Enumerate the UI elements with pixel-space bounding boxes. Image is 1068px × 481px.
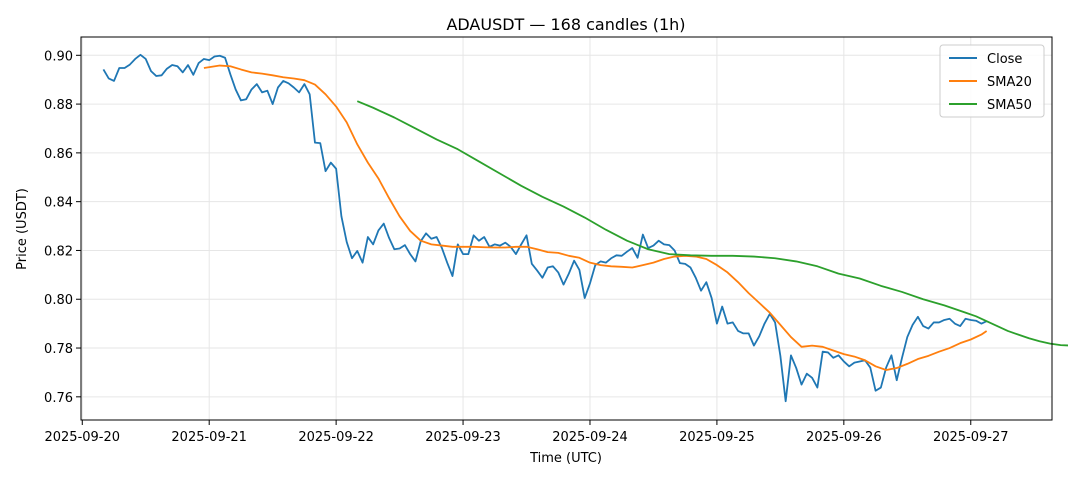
y-tick-label: 0.88 [44, 98, 73, 113]
series-line-close [102, 53, 988, 403]
chart-title: ADAUSDT — 168 candles (1h) [446, 15, 685, 34]
legend-label-sma50: SMA50 [987, 98, 1032, 113]
x-tick-label: 2025-09-25 [679, 430, 755, 445]
y-axis-label: Price (USDT) [15, 188, 30, 270]
series-lines [102, 53, 1068, 403]
x-tick-label: 2025-09-22 [298, 430, 374, 445]
y-tick-label: 0.80 [44, 293, 73, 308]
y-tick-label: 0.84 [44, 196, 73, 211]
x-axis-ticks: 2025-09-20 2025-09-21 2025-09-22 2025-09-23… [44, 420, 1009, 445]
x-tick-label: 2025-09-21 [171, 430, 247, 445]
y-tick-label: 0.76 [44, 391, 73, 406]
x-tick-label: 2025-09-26 [806, 430, 882, 445]
x-tick-label: 2025-09-24 [552, 430, 628, 445]
x-tick-label: 2025-09-20 [44, 430, 120, 445]
plot-frame [80, 36, 1053, 421]
x-tick-label: 2025-09-27 [933, 430, 1009, 445]
y-tick-label: 0.90 [44, 49, 73, 64]
x-axis-label: Time (UTC) [529, 451, 602, 466]
series-line-sma20 [203, 64, 988, 371]
legend: Close SMA20 SMA50 [939, 44, 1045, 118]
y-tick-label: 0.86 [44, 147, 73, 162]
series-line-sma50 [356, 100, 1068, 347]
x-tick-label: 2025-09-23 [425, 430, 501, 445]
legend-box [939, 44, 1045, 118]
y-axis-ticks: 0.76 0.78 0.80 0.82 0.84 0.86 0.88 0.90 [44, 49, 81, 406]
grid [81, 37, 1052, 420]
y-tick-label: 0.78 [44, 342, 73, 357]
legend-label-sma20: SMA20 [987, 75, 1032, 90]
y-tick-label: 0.82 [44, 244, 73, 259]
legend-label-close: Close [987, 52, 1022, 67]
